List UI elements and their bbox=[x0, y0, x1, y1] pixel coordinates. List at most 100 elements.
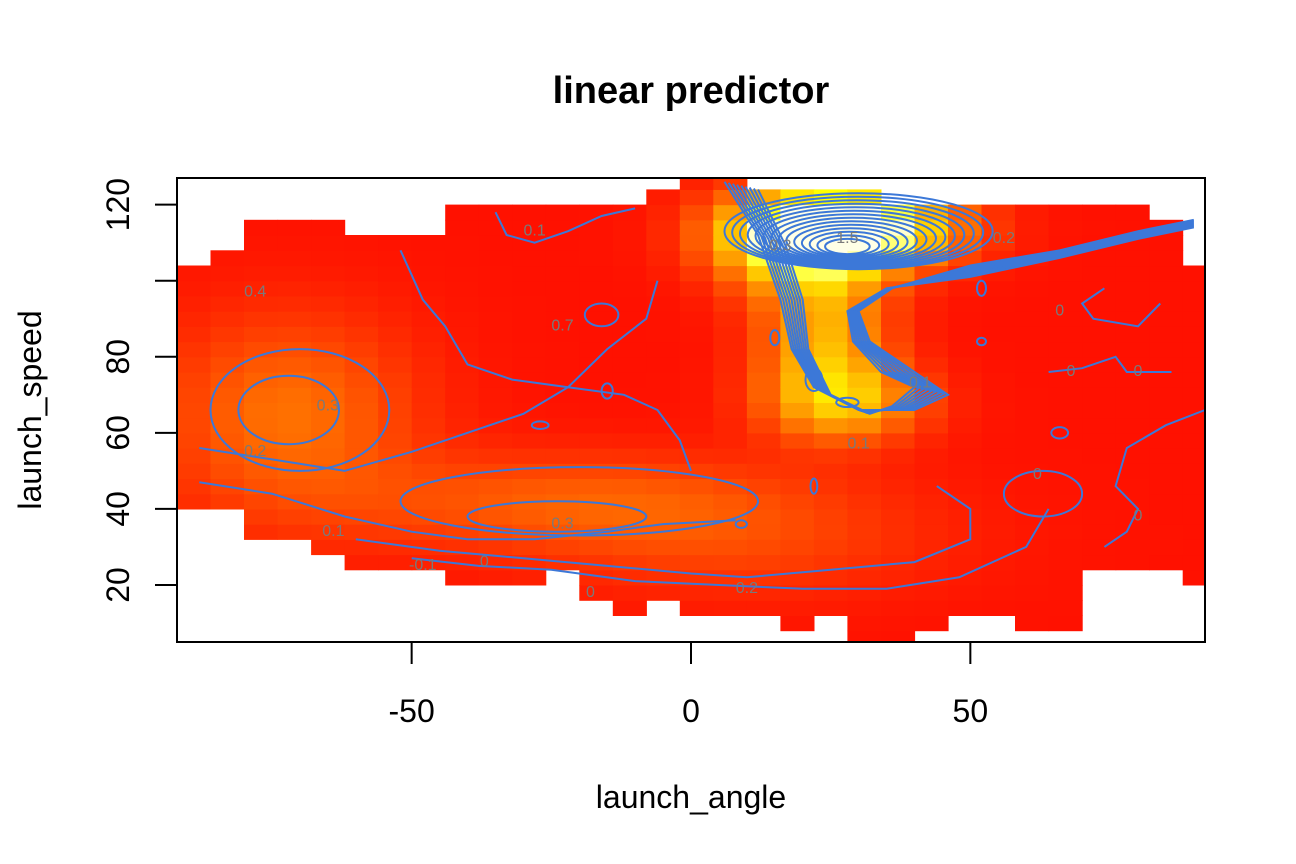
heat-cell bbox=[1048, 478, 1083, 495]
heat-cell bbox=[1048, 295, 1083, 312]
heat-cell bbox=[177, 341, 212, 358]
heat-cell bbox=[1015, 372, 1050, 388]
heat-cell bbox=[344, 341, 379, 358]
heat-cell bbox=[545, 280, 580, 297]
heat-cell bbox=[210, 250, 245, 267]
heat-cell bbox=[679, 219, 714, 236]
heat-cell bbox=[579, 250, 614, 267]
contour-line bbox=[583, 302, 620, 328]
heat-cell bbox=[948, 569, 983, 586]
heat-cell bbox=[646, 478, 681, 495]
heat-cell bbox=[981, 524, 1016, 540]
heat-cell bbox=[244, 387, 279, 403]
heat-cell bbox=[277, 508, 312, 525]
contour-label: 0.2 bbox=[244, 443, 266, 460]
heat-cell bbox=[210, 265, 245, 282]
heat-cell bbox=[1115, 341, 1150, 358]
heat-cell bbox=[646, 295, 681, 312]
heat-cell bbox=[881, 432, 916, 449]
heat-cell bbox=[813, 417, 848, 434]
heat-cell bbox=[445, 387, 480, 403]
heat-cell bbox=[478, 493, 513, 510]
heat-cell bbox=[177, 372, 212, 388]
heat-cell bbox=[981, 295, 1016, 312]
heat-cell bbox=[1182, 341, 1206, 358]
heat-cell bbox=[713, 311, 748, 327]
contour-line bbox=[824, 237, 871, 256]
heat-cell bbox=[679, 402, 714, 419]
heat-cell bbox=[746, 600, 781, 616]
heat-cell bbox=[277, 295, 312, 312]
heat-cell bbox=[679, 311, 714, 327]
heat-cell bbox=[813, 539, 848, 556]
heat-cell bbox=[713, 585, 748, 601]
heat-cell bbox=[612, 219, 647, 236]
heat-cell bbox=[445, 372, 480, 388]
heat-cell bbox=[1015, 219, 1050, 236]
heat-cell bbox=[847, 463, 882, 479]
heat-cell bbox=[344, 295, 379, 312]
contour-line bbox=[744, 186, 1195, 414]
y-tick-label: 80 bbox=[100, 339, 136, 375]
heat-cell bbox=[1182, 356, 1206, 373]
heat-cell bbox=[1182, 326, 1206, 343]
heat-cell bbox=[277, 250, 312, 267]
heat-cell bbox=[344, 508, 379, 525]
heat-cell bbox=[579, 280, 614, 297]
heat-cell bbox=[1015, 311, 1050, 327]
contour-line bbox=[399, 249, 692, 472]
heat-cell bbox=[981, 280, 1016, 297]
x-tick-label: 50 bbox=[953, 693, 989, 729]
contour-line bbox=[734, 519, 748, 529]
heat-cell bbox=[847, 372, 882, 388]
contour-line bbox=[739, 199, 975, 269]
heat-cell bbox=[881, 387, 916, 403]
heat-cell bbox=[512, 539, 547, 556]
heat-cell bbox=[981, 311, 1016, 327]
heat-cell bbox=[378, 326, 413, 343]
heat-cell bbox=[445, 311, 480, 327]
heat-cell bbox=[512, 326, 547, 343]
heat-cell bbox=[1015, 402, 1050, 419]
heat-cell bbox=[981, 372, 1016, 388]
contour-line bbox=[209, 348, 391, 472]
y-tick-label: 60 bbox=[100, 415, 136, 451]
heat-cell bbox=[1115, 554, 1150, 571]
heat-cell bbox=[612, 235, 647, 251]
heat-cell bbox=[411, 417, 446, 434]
heat-cell bbox=[210, 356, 245, 373]
heat-cell bbox=[679, 189, 714, 206]
heat-cell bbox=[713, 341, 748, 358]
heat-cell bbox=[378, 493, 413, 510]
heat-cell bbox=[612, 204, 647, 221]
heat-cell bbox=[244, 219, 279, 236]
heat-cell bbox=[1048, 615, 1083, 632]
heat-cell bbox=[914, 295, 949, 312]
heat-cell bbox=[344, 372, 379, 388]
heat-cell bbox=[780, 387, 815, 403]
heat-cell bbox=[813, 295, 848, 312]
heat-cell bbox=[1115, 463, 1150, 479]
heat-cell bbox=[545, 295, 580, 312]
heat-cell bbox=[612, 372, 647, 388]
heat-cell bbox=[713, 295, 748, 312]
heat-cell bbox=[948, 326, 983, 343]
heat-cell bbox=[1082, 524, 1117, 540]
heat-cell bbox=[1015, 554, 1050, 571]
heat-cell bbox=[679, 280, 714, 297]
heat-cell bbox=[981, 356, 1016, 373]
heat-cell bbox=[1048, 585, 1083, 601]
heat-cell bbox=[344, 478, 379, 495]
heat-cell bbox=[1015, 341, 1050, 358]
heat-cell bbox=[746, 341, 781, 358]
heat-cell bbox=[277, 326, 312, 343]
heat-cell bbox=[378, 463, 413, 479]
x-tick-label: 0 bbox=[682, 693, 700, 729]
heat-cell bbox=[579, 235, 614, 251]
heat-cell bbox=[746, 463, 781, 479]
heat-cell bbox=[311, 478, 346, 495]
heat-cell bbox=[981, 585, 1016, 601]
heat-cell bbox=[244, 326, 279, 343]
heat-cell bbox=[1115, 326, 1150, 343]
contour-line bbox=[740, 185, 1195, 413]
